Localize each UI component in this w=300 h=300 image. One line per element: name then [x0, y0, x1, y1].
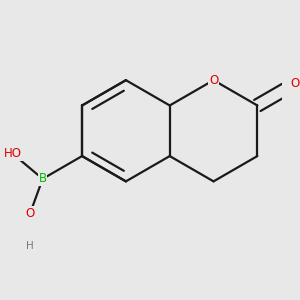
- Text: O: O: [26, 207, 35, 220]
- Text: H: H: [26, 241, 34, 251]
- Text: O: O: [290, 77, 299, 91]
- Text: O: O: [209, 74, 218, 87]
- Text: HO: HO: [4, 148, 22, 160]
- Text: B: B: [39, 172, 47, 185]
